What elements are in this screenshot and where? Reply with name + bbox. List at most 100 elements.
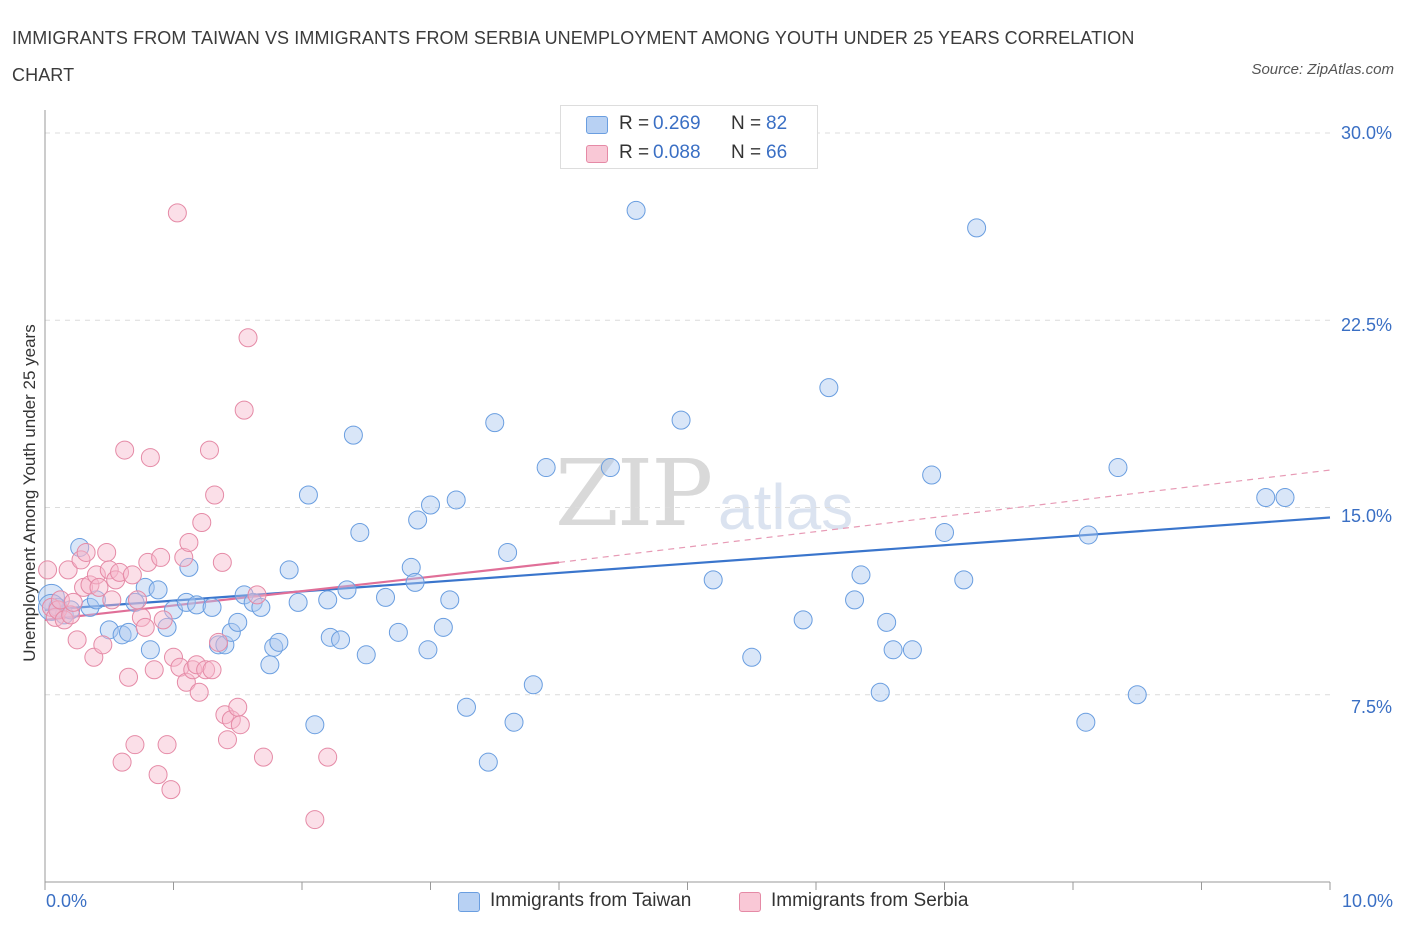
taiwan-point [536,458,556,478]
serbia-point [148,765,168,785]
n-label: N = [731,142,762,163]
watermark-zip: ZIP [555,440,713,547]
taiwan-point [405,572,425,592]
taiwan-point [504,712,524,732]
serbia-point [253,747,273,767]
taiwan-point [922,465,942,485]
taiwan-point [1127,685,1147,705]
serbia-point [208,632,228,652]
taiwan-point [742,647,762,667]
taiwan-point [408,510,428,530]
serbia-point [58,560,78,580]
taiwan-point [269,632,289,652]
serbia-trendline-extension [558,469,1331,564]
y-axis-title: Unemployment Among Youth under 25 years [20,324,39,662]
axes [44,110,1331,890]
taiwan-point [119,622,139,642]
serbia-point [221,710,241,730]
serbia-point [164,647,183,667]
taiwan-point [187,595,207,615]
gridlines [45,132,1330,696]
taiwan-point [935,522,954,542]
taiwan-point [228,612,248,632]
y-tick-label-30: 30.0% [1340,123,1392,143]
taiwan-point [967,218,987,238]
serbia-point [144,660,164,680]
serbia-point [135,617,155,637]
serbia-point [199,440,219,460]
taiwan-trendline [44,516,1331,611]
serbia-point [217,730,237,750]
serbia-point [318,747,338,767]
taiwan-point [485,413,505,433]
taiwan-point [600,458,620,478]
legend-swatch-taiwan [586,116,608,134]
y-tick-label-15: 15.0% [1340,506,1392,526]
taiwan-point [288,592,308,612]
serbia-point [38,560,58,580]
taiwan-point [388,622,408,642]
serbia-point [89,577,109,597]
taiwan-point [318,590,338,610]
taiwan-point [221,622,241,642]
legend-row-serbia: R = 0.088 N = 66 [561,139,817,167]
taiwan-point [140,640,160,660]
serbia-point [67,630,87,650]
y-tick-label-22-5: 22.5% [1340,315,1392,335]
serbia-point [179,532,199,552]
serbia-point [202,660,222,680]
taiwan-point [264,637,284,657]
source-label: Source: ZipAtlas.com [1251,61,1394,78]
serbia-point [189,682,209,702]
serbia-point [187,655,207,675]
legend-swatch-serbia [739,892,761,912]
taiwan-point [793,610,813,630]
serbia-point [161,780,181,800]
taiwan-point [260,655,280,675]
serbia-point [228,697,248,717]
taiwan-point [1076,712,1096,732]
taiwan-point [883,640,903,660]
taiwan-point [298,485,318,505]
x-tick-label-max: 10.0% [1341,891,1393,911]
taiwan-point [350,522,370,542]
serbia-point [112,752,132,772]
serbia-point [93,635,113,655]
taiwan-point [819,378,839,398]
taiwan-point [851,565,871,585]
taiwan-point [498,542,518,562]
y-tick-label-7-5: 7.5% [1350,697,1392,717]
serbia-point [125,735,145,755]
r-value-taiwan: 0.269 [653,113,701,134]
taiwan-point [1256,488,1276,508]
serbia-point [76,542,96,562]
r-label: R = [619,142,650,163]
r-label: R = [619,113,650,134]
serbia-point [138,552,158,572]
correlation-legend: R = 0.269 N = 82 R = 0.088 N = 66 [560,105,818,169]
serbia-point [196,660,216,680]
taiwan-point [179,557,199,577]
taiwan-point [870,682,890,702]
legend-label-serbia: Immigrants from Serbia [771,890,969,911]
serbia-point [212,552,232,572]
taiwan-point [1108,458,1128,478]
n-value-serbia: 66 [766,142,788,163]
taiwan-point [703,570,723,590]
taiwan-point [671,410,691,430]
serbia-point [122,565,142,585]
serbia-point [54,610,74,630]
taiwan-point [433,617,453,637]
taiwan-point [356,645,376,665]
taiwan-point [251,597,271,617]
taiwan-point [421,495,440,515]
serbia-point [167,203,187,223]
taiwan-point [418,640,438,660]
serbia-point [140,448,160,468]
taiwan-point [343,425,363,445]
data-points [37,200,1295,830]
n-value-taiwan: 82 [766,113,788,134]
serbia-point [230,715,250,735]
taiwan-point [1275,488,1295,508]
